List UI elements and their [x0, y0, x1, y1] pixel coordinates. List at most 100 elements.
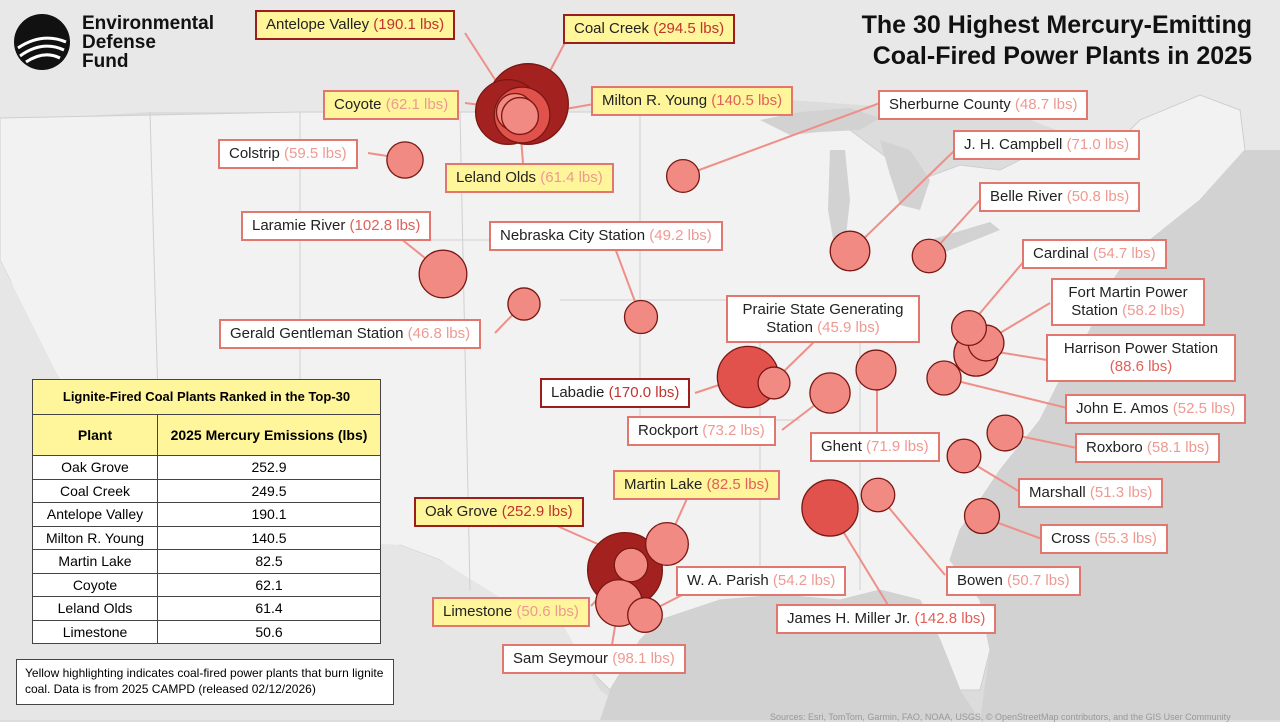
plant-emissions: (58.1 lbs) [1146, 439, 1210, 456]
plant-emissions: (49.2 lbs) [649, 227, 712, 244]
plant-emissions: (170.0 lbs) [608, 384, 680, 401]
plant-emissions: (71.9 lbs) [866, 438, 929, 455]
plant-bubble-leland-olds [500, 96, 540, 136]
plant-bubble-cross [963, 497, 1001, 535]
plant-emissions: (61.4 lbs) [540, 169, 603, 186]
cell-value: 140.5 [157, 525, 381, 550]
plant-name: Nebraska City Station [500, 227, 646, 244]
plant-name: Fort Martin Power Station [1068, 284, 1188, 319]
plant-bubble-prairie-state-generating-station [757, 366, 791, 400]
plant-name: Sherburne County [889, 96, 1011, 113]
lignite-table: Lignite-Fired Coal Plants Ranked in the … [32, 379, 381, 644]
plant-emissions: (71.0 lbs) [1066, 136, 1130, 153]
cell-value: 252.9 [157, 455, 381, 480]
label-milton-r-young: Milton R. Young (140.5 lbs) [591, 86, 794, 116]
label-john-e-amos: John E. Amos (52.5 lbs) [1065, 394, 1247, 424]
cell-value: 61.4 [157, 596, 381, 621]
label-wa-parish: W. A. Parish (54.2 lbs) [676, 566, 847, 596]
plant-bubble-john-e-amos [926, 360, 962, 396]
label-coyote: Coyote (62.1 lbs) [323, 90, 460, 120]
label-bowen: Bowen (50.7 lbs) [946, 566, 1081, 596]
title-line-2: Coal-Fired Power Plants in 2025 [872, 42, 1252, 70]
plant-name: Labadie [551, 384, 605, 401]
label-rockport: Rockport (73.2 lbs) [627, 416, 776, 446]
table-row: Antelope Valley 190.1 [32, 502, 381, 527]
plant-name: Cardinal [1033, 245, 1089, 262]
plant-bubble-ghent [855, 349, 897, 391]
plant-emissions: (88.6 lbs) [1109, 358, 1173, 375]
cell-plant: Coal Creek [32, 478, 158, 503]
plant-name: James H. Miller Jr. [787, 610, 911, 627]
plant-name: J. H. Campbell [964, 136, 1063, 153]
cell-plant: Leland Olds [32, 596, 158, 621]
cell-value: 249.5 [157, 478, 381, 503]
plant-name: Sam Seymour [513, 650, 609, 667]
map-title: The 30 Highest Mercury-Emitting Coal-Fir… [862, 10, 1252, 72]
label-gerald-gentleman: Gerald Gentleman Station (46.8 lbs) [219, 319, 482, 349]
plant-bubble-w-a-parish [627, 597, 663, 633]
lake-huron [880, 140, 930, 210]
plant-emissions: (73.2 lbs) [702, 422, 765, 439]
label-ghent: Ghent (71.9 lbs) [810, 432, 940, 462]
plant-emissions: (62.1 lbs) [385, 96, 449, 113]
table-row: Milton R. Young 140.5 [32, 525, 381, 550]
logo-line-2: Defense [82, 32, 156, 53]
plant-name: Cross [1051, 530, 1091, 547]
plant-bubble-colstrip [386, 141, 424, 179]
plant-emissions: (50.6 lbs) [516, 603, 579, 620]
logo-line-1: Environmental [82, 13, 214, 34]
plant-name: Belle River [990, 188, 1063, 205]
cell-value: 50.6 [157, 619, 381, 644]
plant-emissions: (54.7 lbs) [1093, 245, 1156, 262]
plant-name: Coal Creek [574, 20, 650, 37]
cell-value: 62.1 [157, 572, 381, 597]
cell-plant: Martin Lake [32, 549, 158, 574]
plant-name: Leland Olds [456, 169, 537, 186]
label-labadie: Labadie (170.0 lbs) [540, 378, 691, 408]
table-row: Limestone 50.6 [32, 619, 381, 644]
plant-emissions: (82.5 lbs) [706, 476, 770, 493]
plant-emissions: (48.7 lbs) [1014, 96, 1078, 113]
plant-name: Oak Grove [425, 503, 498, 520]
plant-name: Harrison Power Station [1063, 340, 1219, 357]
label-oak-grove: Oak Grove (252.9 lbs) [414, 497, 584, 527]
table-row: Martin Lake 82.5 [32, 549, 381, 574]
cell-plant: Oak Grove [32, 455, 158, 480]
label-coal-creek: Coal Creek (294.5 lbs) [563, 14, 736, 44]
label-fort-martin: Fort Martin Power Station (58.2 lbs) [1051, 278, 1205, 326]
logo-line-3: Fund [82, 51, 129, 72]
plant-name: Colstrip [229, 145, 280, 162]
title-line-1: The 30 Highest Mercury-Emitting [861, 11, 1252, 39]
label-limestone: Limestone (50.6 lbs) [432, 597, 590, 627]
label-prairie-state: Prairie State Generating Station (45.9 l… [726, 295, 920, 343]
plant-emissions: (50.7 lbs) [1007, 572, 1070, 589]
plant-emissions: (46.8 lbs) [407, 325, 471, 342]
cell-plant: Milton R. Young [32, 525, 158, 550]
plant-bubble-james-h-miller-jr [801, 479, 859, 537]
plant-bubble-belle-river [911, 238, 947, 274]
table-caption: Lignite-Fired Coal Plants Ranked in the … [32, 379, 381, 415]
plant-name: Martin Lake [624, 476, 703, 493]
plant-emissions: (294.5 lbs) [653, 20, 725, 37]
lake-erie [930, 222, 1000, 252]
plant-emissions: (58.2 lbs) [1122, 302, 1185, 319]
plant-emissions: (98.1 lbs) [612, 650, 675, 667]
cell-plant: Antelope Valley [32, 502, 158, 527]
col-header-plant: Plant [32, 414, 158, 456]
plant-bubble-marshall [946, 438, 982, 474]
table-row: Coal Creek 249.5 [32, 478, 381, 503]
label-sherburne-county: Sherburne County (48.7 lbs) [878, 90, 1089, 120]
label-leland-olds: Leland Olds (61.4 lbs) [445, 163, 614, 193]
label-sam-seymour: Sam Seymour (98.1 lbs) [502, 644, 686, 674]
plant-name: Marshall [1029, 484, 1086, 501]
label-jh-campbell: J. H. Campbell (71.0 lbs) [953, 130, 1141, 160]
plant-name: Limestone [443, 603, 513, 620]
table-row: Oak Grove 252.9 [32, 455, 381, 480]
label-harrison: Harrison Power Station (88.6 lbs) [1046, 334, 1236, 382]
plant-emissions: (52.5 lbs) [1172, 400, 1236, 417]
label-marshall: Marshall (51.3 lbs) [1018, 478, 1164, 508]
plant-bubble-laramie-river [418, 249, 468, 299]
plant-name: Milton R. Young [602, 92, 708, 109]
plant-name: Ghent [821, 438, 862, 455]
plant-name: John E. Amos [1076, 400, 1169, 417]
